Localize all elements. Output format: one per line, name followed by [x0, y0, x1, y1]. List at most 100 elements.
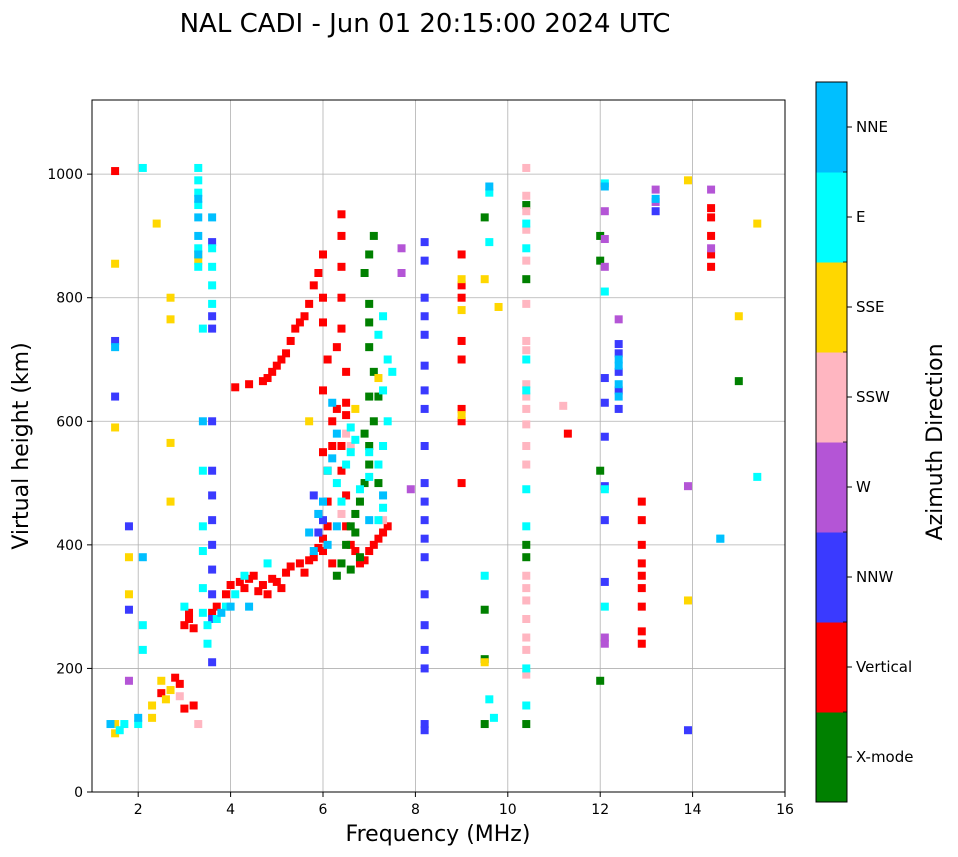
- data-point-e: [485, 695, 494, 704]
- data-point-x-mode: [480, 720, 489, 729]
- colorbar-frame: [815, 81, 848, 803]
- data-point-vertical: [272, 361, 281, 370]
- data-point-x-mode: [596, 466, 605, 475]
- data-point-nnw: [420, 479, 429, 488]
- data-point-x-mode: [734, 377, 743, 386]
- data-point-vertical: [707, 231, 716, 240]
- data-point-vertical: [342, 522, 351, 531]
- data-point-x-mode: [365, 392, 374, 401]
- data-point-x-mode: [337, 559, 346, 568]
- data-point-vertical: [351, 547, 360, 556]
- data-point-nnw: [600, 577, 609, 586]
- data-point-ssw: [559, 401, 568, 410]
- data-point-nnw: [651, 207, 660, 216]
- data-point-vertical: [457, 355, 466, 364]
- data-point-e: [231, 590, 240, 599]
- data-point-nne: [194, 194, 203, 203]
- data-point-e: [194, 201, 203, 210]
- data-point-nnw: [319, 516, 327, 525]
- data-point-vertical: [323, 522, 332, 531]
- data-point-vertical: [212, 602, 221, 611]
- data-point-e: [203, 621, 212, 630]
- data-point-vertical: [258, 377, 267, 386]
- x-tick-label: 8: [411, 802, 420, 818]
- data-point-nne: [379, 491, 388, 500]
- data-point-vertical: [258, 581, 267, 590]
- data-point-vertical: [707, 213, 716, 222]
- data-point-e: [383, 417, 392, 426]
- data-point-sse: [753, 219, 762, 228]
- data-point-vertical: [563, 429, 572, 438]
- data-point-x-mode: [369, 367, 378, 376]
- data-point-nnw: [600, 374, 609, 383]
- data-point-nnw: [614, 404, 623, 413]
- data-point-e: [374, 460, 383, 469]
- data-point-nne: [614, 380, 623, 389]
- data-point-vertical: [328, 559, 337, 568]
- data-point-nnw: [420, 442, 429, 450]
- data-point-e: [600, 287, 609, 296]
- colorbar-tick-label: E: [856, 208, 865, 226]
- data-point-e: [337, 497, 346, 506]
- data-point-x-mode: [332, 571, 341, 580]
- data-point-x-mode: [365, 250, 374, 259]
- data-point-ssw: [379, 516, 388, 525]
- data-point-sse: [166, 686, 175, 695]
- data-point-ssw: [522, 615, 531, 623]
- data-point-x-mode: [360, 429, 369, 438]
- x-tick-label: 14: [684, 802, 702, 818]
- data-point-vertical: [319, 448, 327, 457]
- data-point-vertical: [226, 581, 235, 590]
- data-point-vertical: [282, 568, 291, 577]
- data-point-e: [522, 355, 531, 364]
- data-point-w: [600, 633, 609, 642]
- data-point-sse: [351, 404, 360, 413]
- data-point-x-mode: [522, 553, 531, 562]
- data-point-vertical: [185, 608, 194, 617]
- data-point-vertical: [707, 204, 716, 213]
- data-point-e: [365, 472, 374, 481]
- data-point-vertical: [175, 679, 184, 688]
- data-point-nnw: [614, 349, 623, 358]
- data-point-nnw: [420, 726, 429, 735]
- data-point-nne: [319, 497, 327, 506]
- data-point-e: [351, 435, 360, 444]
- data-point-sse: [734, 312, 743, 321]
- data-point-sse: [457, 275, 466, 284]
- colorbar-segment: [816, 622, 847, 713]
- data-point-x-mode: [365, 318, 374, 327]
- data-point-vertical: [457, 293, 466, 302]
- data-point-nnw: [111, 336, 120, 345]
- data-point-vertical: [268, 367, 277, 376]
- data-point-e: [374, 516, 383, 525]
- data-point-x-mode: [369, 417, 378, 426]
- data-point-nnw: [420, 664, 429, 673]
- data-point-vertical: [337, 324, 346, 333]
- data-point-e: [138, 163, 147, 172]
- x-tick-label: 4: [226, 802, 235, 818]
- data-point-ssw: [342, 429, 351, 438]
- data-point-e: [323, 466, 332, 475]
- data-point-w: [406, 485, 415, 494]
- data-point-vertical: [707, 250, 716, 259]
- colorbar-label: Azimuth Direction: [923, 343, 948, 540]
- data-point-nnw: [420, 404, 429, 413]
- data-point-x-mode: [360, 479, 369, 488]
- colorbar-tick-label: NNE: [856, 118, 888, 136]
- data-point-sse: [111, 423, 120, 432]
- data-point-nne: [194, 231, 203, 240]
- data-point-vertical: [637, 584, 646, 593]
- data-point-e: [600, 485, 609, 494]
- data-point-vertical: [365, 547, 374, 556]
- data-point-sse: [494, 302, 503, 311]
- data-point-nnw: [420, 621, 429, 630]
- data-point-x-mode: [365, 343, 374, 352]
- data-point-x-mode: [346, 565, 355, 574]
- data-point-w: [397, 244, 406, 253]
- data-point-e: [522, 386, 531, 395]
- data-point-x-mode: [522, 720, 531, 729]
- data-point-w: [600, 262, 609, 271]
- data-point-nne: [365, 516, 374, 525]
- data-point-nne: [614, 361, 623, 370]
- data-point-vertical: [319, 250, 327, 259]
